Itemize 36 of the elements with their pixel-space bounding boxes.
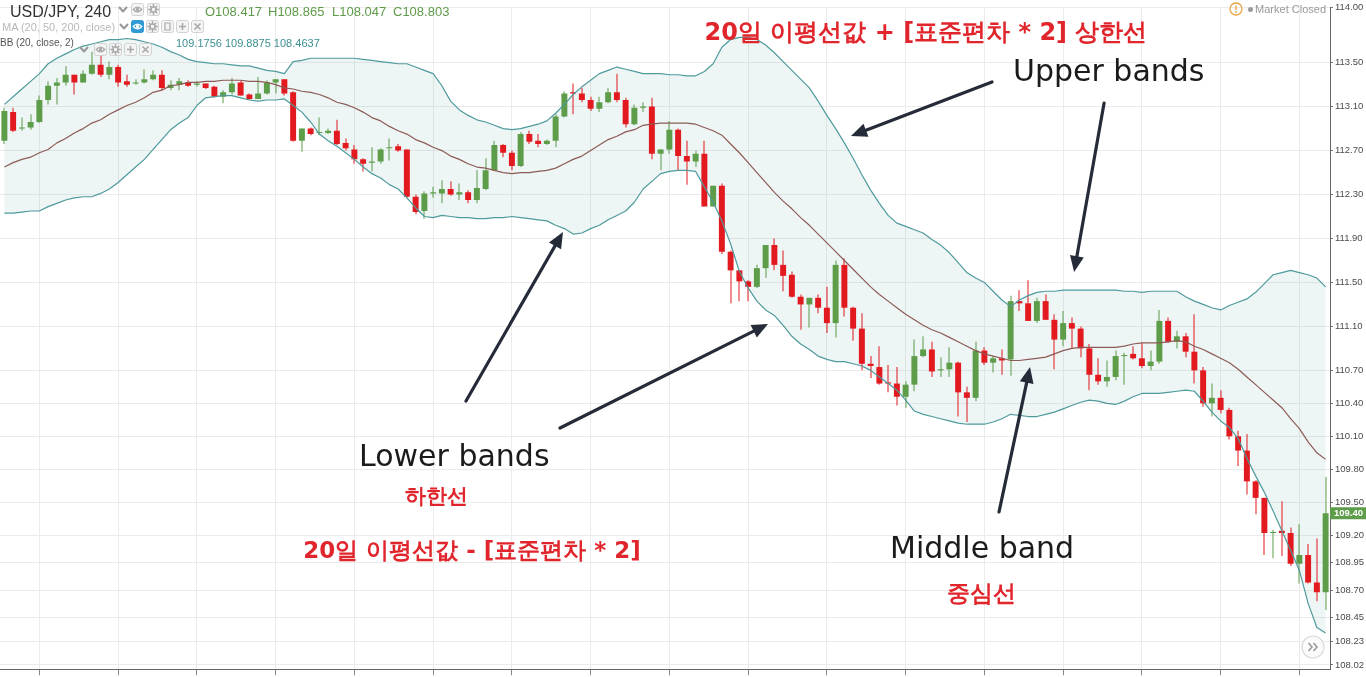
annotation: C108.803 [393, 4, 450, 19]
y-tick-label: 110.40 [1335, 396, 1364, 408]
y-tick-label: 109.80 [1335, 462, 1365, 474]
y-tick-label: 110.10 [1335, 429, 1364, 441]
y-tick-label: 109.50 [1335, 495, 1365, 507]
annotation: 109.1756 109.8875 108.4637 [176, 37, 320, 49]
y-tick-label: 108.45 [1335, 611, 1365, 623]
y-tick-label: 113.50 [1335, 56, 1364, 68]
y-tick-label: 111.90 [1335, 232, 1363, 244]
y-tick-label: 108.70 [1335, 583, 1365, 595]
y-tick-label: 112.30 [1335, 188, 1364, 200]
annotation: Lower bands [359, 438, 550, 473]
annotation: Middle band [890, 530, 1075, 565]
annotation: L108.047 [332, 4, 387, 19]
annotation: 20일 이평선값 + [표준편차 * 2] 상한선 [704, 18, 1148, 46]
y-tick-label: 111.50 [1335, 276, 1363, 288]
y-tick-label: 109.20 [1335, 528, 1365, 540]
annotation: BB (20, close, 2) [0, 37, 74, 48]
y-tick-label: 108.02 [1335, 658, 1365, 670]
y-tick-label: 113.10 [1335, 100, 1364, 112]
annotation: Upper bands [1013, 53, 1205, 88]
annotation: 하한선 [404, 484, 468, 508]
chart-title: USD/JPY, 240 [10, 3, 112, 20]
annotation: 109.40 [1334, 507, 1364, 519]
y-tick-label: 111.10 [1335, 320, 1363, 332]
y-tick-label: 110.70 [1335, 364, 1364, 375]
y-tick-label: 108.95 [1335, 556, 1365, 568]
annotation: O108.417 [205, 4, 263, 19]
annotation: H108.865 [268, 4, 325, 19]
annotation: 20일 이평선값 - [표준편차 * 2] [303, 537, 641, 563]
annotation: 중심선 [946, 580, 1016, 606]
y-tick-label: 112.70 [1335, 144, 1364, 156]
y-tick-label: 108.23 [1335, 635, 1365, 647]
annotation: Market Closed [1255, 3, 1326, 15]
annotation: MA (20, 50, 200, close) [2, 21, 116, 33]
y-tick-label: 114.00 [1335, 1, 1364, 13]
